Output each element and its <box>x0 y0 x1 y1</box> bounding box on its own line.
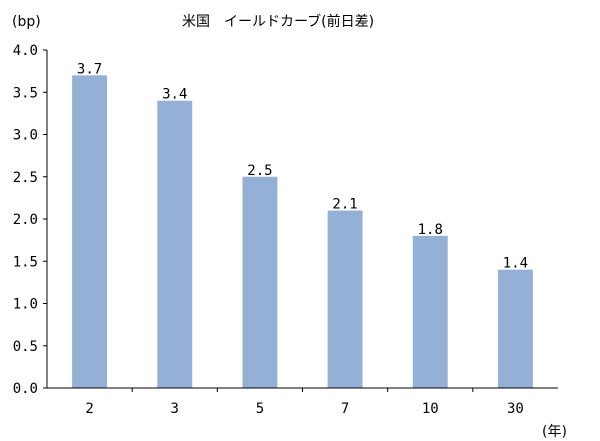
data-label: 2.1 <box>332 197 357 213</box>
x-axis-ticks: 2 3 5 7 10 30 <box>85 388 524 417</box>
bar <box>242 176 278 388</box>
x-axis-label: (年) <box>542 424 567 440</box>
bar <box>72 75 108 388</box>
y-axis-ticks: 0.0 0.5 1.0 1.5 2.0 2.5 3.0 3.5 4.0 <box>13 43 47 397</box>
data-label: 3.4 <box>162 87 187 103</box>
x-tick-label: 10 <box>422 401 439 417</box>
bar <box>497 269 533 388</box>
bar <box>327 210 363 388</box>
data-label: 3.7 <box>77 61 102 77</box>
data-label: 2.5 <box>247 163 272 179</box>
y-tick-label: 0.5 <box>13 339 38 355</box>
data-labels: 3.7 3.4 2.5 2.1 1.8 1.4 <box>77 61 528 271</box>
bar <box>412 235 448 388</box>
x-tick-label: 3 <box>171 401 179 417</box>
x-tick-label: 7 <box>341 401 349 417</box>
y-tick-label: 0.0 <box>13 381 38 397</box>
x-tick-label: 30 <box>507 401 524 417</box>
y-tick-label: 3.5 <box>13 85 38 101</box>
data-label: 1.8 <box>418 222 443 238</box>
data-label: 1.4 <box>503 256 528 272</box>
x-tick-label: 2 <box>85 401 93 417</box>
y-tick-label: 2.0 <box>13 212 38 228</box>
y-tick-label: 3.0 <box>13 128 38 144</box>
chart-title: 米国 イールドカーブ(前日差) <box>182 13 374 30</box>
bar <box>157 100 193 388</box>
y-tick-label: 1.0 <box>13 297 38 313</box>
bars <box>72 75 533 388</box>
y-tick-label: 2.5 <box>13 170 38 186</box>
y-tick-label: 1.5 <box>13 254 38 270</box>
x-tick-label: 5 <box>256 401 264 417</box>
y-axis-label: (bp) <box>12 14 41 30</box>
y-tick-label: 4.0 <box>13 43 38 59</box>
